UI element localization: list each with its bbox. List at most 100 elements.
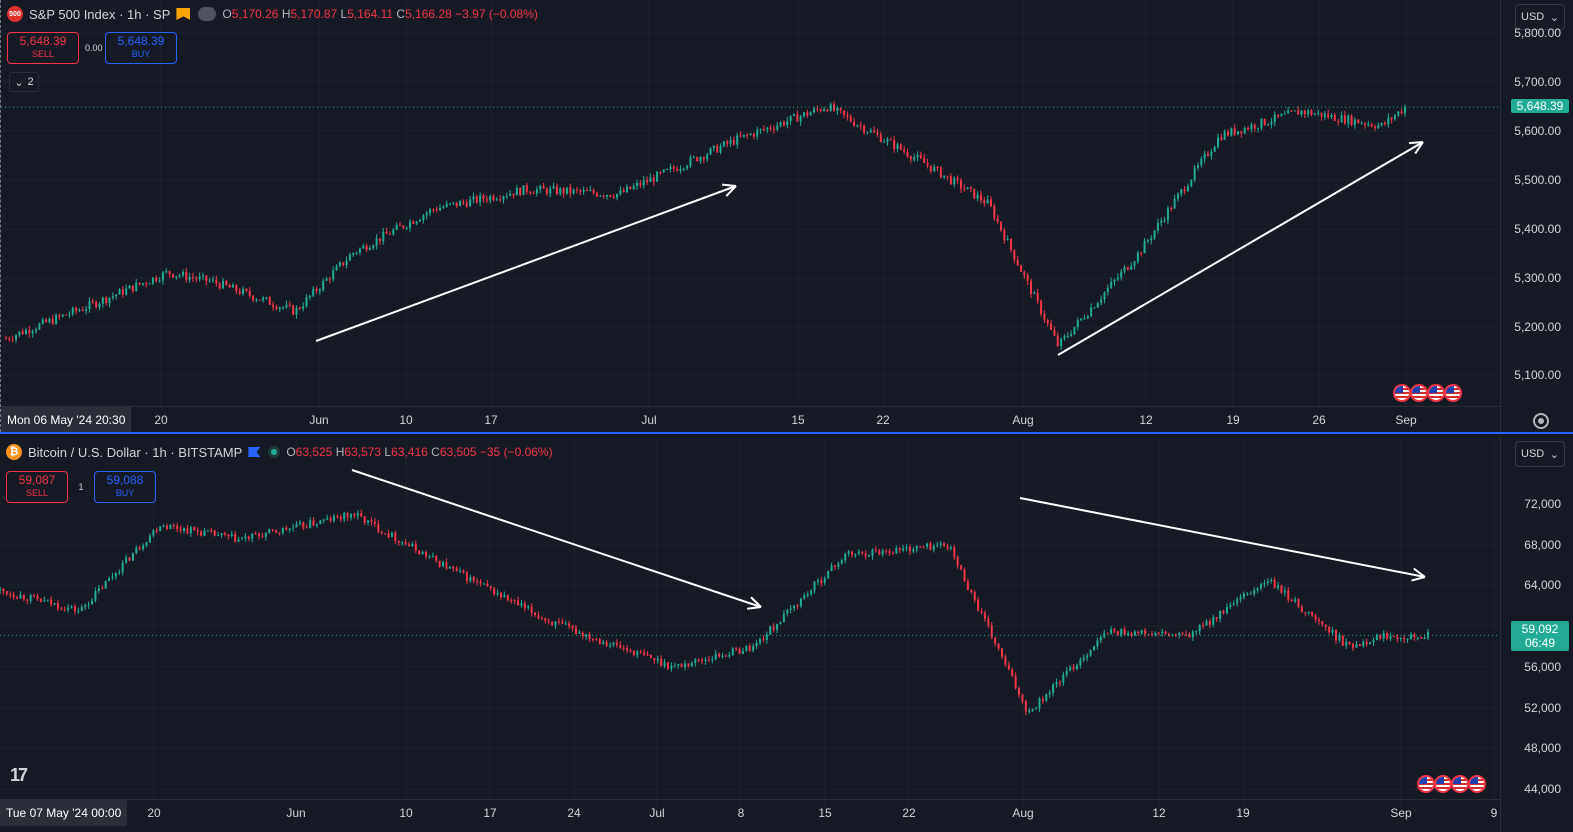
candle[interactable] xyxy=(302,521,305,531)
candle[interactable] xyxy=(1126,266,1129,271)
candle[interactable] xyxy=(544,617,547,624)
candle[interactable] xyxy=(1046,318,1049,327)
candle[interactable] xyxy=(356,510,359,520)
candle[interactable] xyxy=(960,564,963,571)
candle[interactable] xyxy=(1283,110,1286,115)
candle[interactable] xyxy=(176,522,179,533)
candle[interactable] xyxy=(718,652,721,658)
candle[interactable] xyxy=(1086,653,1089,662)
candle[interactable] xyxy=(295,521,298,528)
candle[interactable] xyxy=(36,593,39,602)
candle[interactable] xyxy=(245,288,248,293)
candle[interactable] xyxy=(1389,632,1392,642)
candle[interactable] xyxy=(1362,639,1365,648)
candle[interactable] xyxy=(1021,693,1024,705)
candle[interactable] xyxy=(1036,288,1039,305)
candle[interactable] xyxy=(1018,686,1021,698)
candle[interactable] xyxy=(1236,596,1239,607)
candle[interactable] xyxy=(999,221,1002,233)
candle[interactable] xyxy=(1023,270,1026,279)
candle[interactable] xyxy=(248,286,251,299)
candle[interactable] xyxy=(704,657,707,665)
candle[interactable] xyxy=(1090,303,1093,318)
candle[interactable] xyxy=(1099,635,1102,644)
candle[interactable] xyxy=(772,623,775,633)
candle[interactable] xyxy=(262,295,265,303)
candle[interactable] xyxy=(915,545,918,553)
candle[interactable] xyxy=(1227,129,1230,137)
candle[interactable] xyxy=(827,570,830,579)
candle[interactable] xyxy=(680,662,683,668)
candle[interactable] xyxy=(799,114,802,126)
candle[interactable] xyxy=(895,545,898,555)
candle[interactable] xyxy=(506,594,509,602)
candle[interactable] xyxy=(1140,629,1143,635)
candle[interactable] xyxy=(545,187,548,197)
candle[interactable] xyxy=(118,288,121,295)
candle[interactable] xyxy=(165,268,168,274)
candle[interactable] xyxy=(1100,295,1103,306)
candle[interactable] xyxy=(585,187,588,192)
candle[interactable] xyxy=(813,581,816,594)
candle[interactable] xyxy=(1219,610,1222,623)
candle[interactable] xyxy=(936,541,939,548)
candle[interactable] xyxy=(1348,641,1351,646)
candle[interactable] xyxy=(196,527,199,536)
candle[interactable] xyxy=(98,302,101,311)
candle[interactable] xyxy=(71,306,74,317)
candle[interactable] xyxy=(789,115,792,125)
candle[interactable] xyxy=(652,174,655,186)
candle[interactable] xyxy=(1220,133,1223,141)
candle[interactable] xyxy=(75,306,78,315)
candle[interactable] xyxy=(980,607,983,615)
candle[interactable] xyxy=(251,533,254,543)
candle[interactable] xyxy=(549,185,552,198)
candle[interactable] xyxy=(1079,657,1082,669)
candle[interactable] xyxy=(63,606,66,612)
candle[interactable] xyxy=(572,188,575,195)
candle[interactable] xyxy=(1103,291,1106,304)
candle[interactable] xyxy=(183,527,186,534)
candle[interactable] xyxy=(230,530,233,538)
candle[interactable] xyxy=(1327,109,1330,120)
candle[interactable] xyxy=(605,639,608,648)
candle[interactable] xyxy=(966,187,969,190)
candle[interactable] xyxy=(1007,661,1010,671)
candle[interactable] xyxy=(1062,671,1065,686)
candle[interactable] xyxy=(104,580,107,589)
sp500-chart-pane[interactable]: 500 S&P 500 Index · 1h · SP O5,170.26 H5… xyxy=(0,0,1573,433)
candle[interactable] xyxy=(953,176,956,188)
candle[interactable] xyxy=(602,639,605,646)
candle[interactable] xyxy=(489,585,492,591)
candle[interactable] xyxy=(839,107,842,114)
candle[interactable] xyxy=(525,182,528,195)
candle[interactable] xyxy=(372,244,375,251)
candle[interactable] xyxy=(1082,654,1085,663)
candle[interactable] xyxy=(1003,227,1006,244)
candle[interactable] xyxy=(1180,188,1183,197)
candle[interactable] xyxy=(833,101,836,112)
candle[interactable] xyxy=(1270,117,1273,129)
candle[interactable] xyxy=(1420,636,1423,639)
candle[interactable] xyxy=(844,552,847,564)
candle[interactable] xyxy=(1363,122,1366,129)
candle[interactable] xyxy=(1300,109,1303,117)
candle[interactable] xyxy=(966,578,969,591)
candle[interactable] xyxy=(721,652,724,659)
candle[interactable] xyxy=(48,317,51,324)
candle[interactable] xyxy=(762,635,765,643)
candle[interactable] xyxy=(1024,699,1027,716)
candle[interactable] xyxy=(759,637,762,646)
candle[interactable] xyxy=(342,262,345,267)
candle[interactable] xyxy=(581,631,584,640)
candle[interactable] xyxy=(1229,602,1232,610)
candle[interactable] xyxy=(237,536,240,542)
candle[interactable] xyxy=(336,514,339,519)
candle[interactable] xyxy=(542,182,545,189)
candle[interactable] xyxy=(595,637,598,642)
candle[interactable] xyxy=(258,299,261,301)
candle[interactable] xyxy=(1358,643,1361,647)
candle[interactable] xyxy=(919,546,922,548)
candle[interactable] xyxy=(899,143,902,151)
candle[interactable] xyxy=(81,306,84,312)
